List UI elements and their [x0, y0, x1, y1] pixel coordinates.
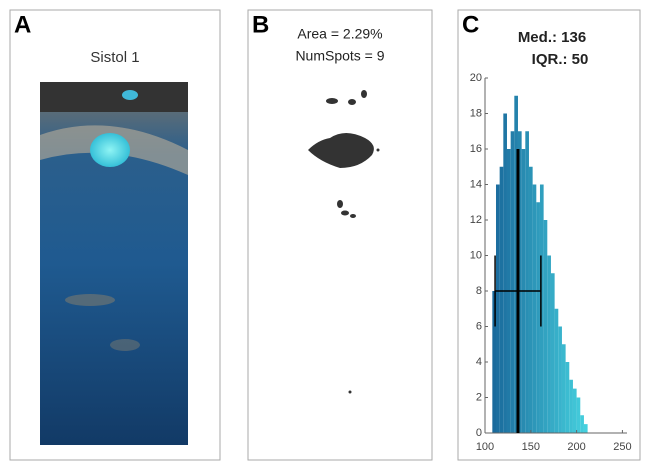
chart-title: Med.: 136: [518, 29, 586, 46]
bar: [583, 424, 588, 433]
y-tick-label: 0: [476, 427, 482, 439]
panel-label: C: [462, 11, 479, 38]
bar: [510, 131, 515, 433]
bar: [554, 308, 559, 433]
bar: [517, 131, 522, 433]
bar: [525, 131, 529, 433]
bar: [547, 255, 551, 433]
x-tick-label: 250: [613, 441, 631, 453]
binary-spots: [308, 90, 380, 394]
bar: [543, 220, 548, 433]
x-tick-label: 100: [476, 441, 494, 453]
bar: [492, 291, 496, 433]
y-tick-label: 12: [470, 214, 482, 226]
y-tick-label: 10: [470, 249, 482, 261]
bar: [495, 184, 500, 433]
bar: [550, 273, 555, 433]
bar: [561, 344, 566, 433]
bar: [503, 113, 507, 433]
bar: [569, 379, 573, 433]
y-tick-label: 16: [470, 143, 482, 155]
y-tick-label: 14: [470, 178, 482, 190]
panel-label: B: [252, 11, 269, 38]
spots-text: NumSpots = 9: [295, 48, 384, 64]
y-tick-label: 6: [476, 320, 482, 332]
y-tick-label: 8: [476, 285, 482, 297]
area-text: Area = 2.29%: [297, 26, 382, 42]
bar: [576, 397, 581, 433]
ultrasound-image: [40, 82, 188, 445]
panel-label: A: [14, 11, 31, 38]
bar: [558, 326, 562, 433]
y-tick-label: 2: [476, 391, 482, 403]
bar: [499, 166, 504, 433]
bar: [528, 166, 533, 433]
y-tick-label: 4: [476, 356, 482, 368]
bar: [580, 415, 584, 433]
histogram: 0 2 4 6 8 10 12 14 16 18 20 100 150 200 250: [470, 72, 632, 453]
bar: [514, 95, 518, 433]
panel-title: Sistol 1: [90, 49, 139, 66]
x-tick-label: 150: [522, 441, 540, 453]
y-tick-label: 20: [470, 72, 482, 84]
bar: [532, 184, 537, 433]
bar: [565, 362, 570, 433]
bar: [536, 202, 540, 433]
y-tick-label: 18: [470, 107, 482, 119]
panel-b-frame: [247, 9, 433, 461]
x-tick-label: 200: [567, 441, 585, 453]
bar: [572, 388, 577, 433]
bar: [539, 184, 544, 433]
chart-title: IQR.: 50: [532, 51, 589, 68]
